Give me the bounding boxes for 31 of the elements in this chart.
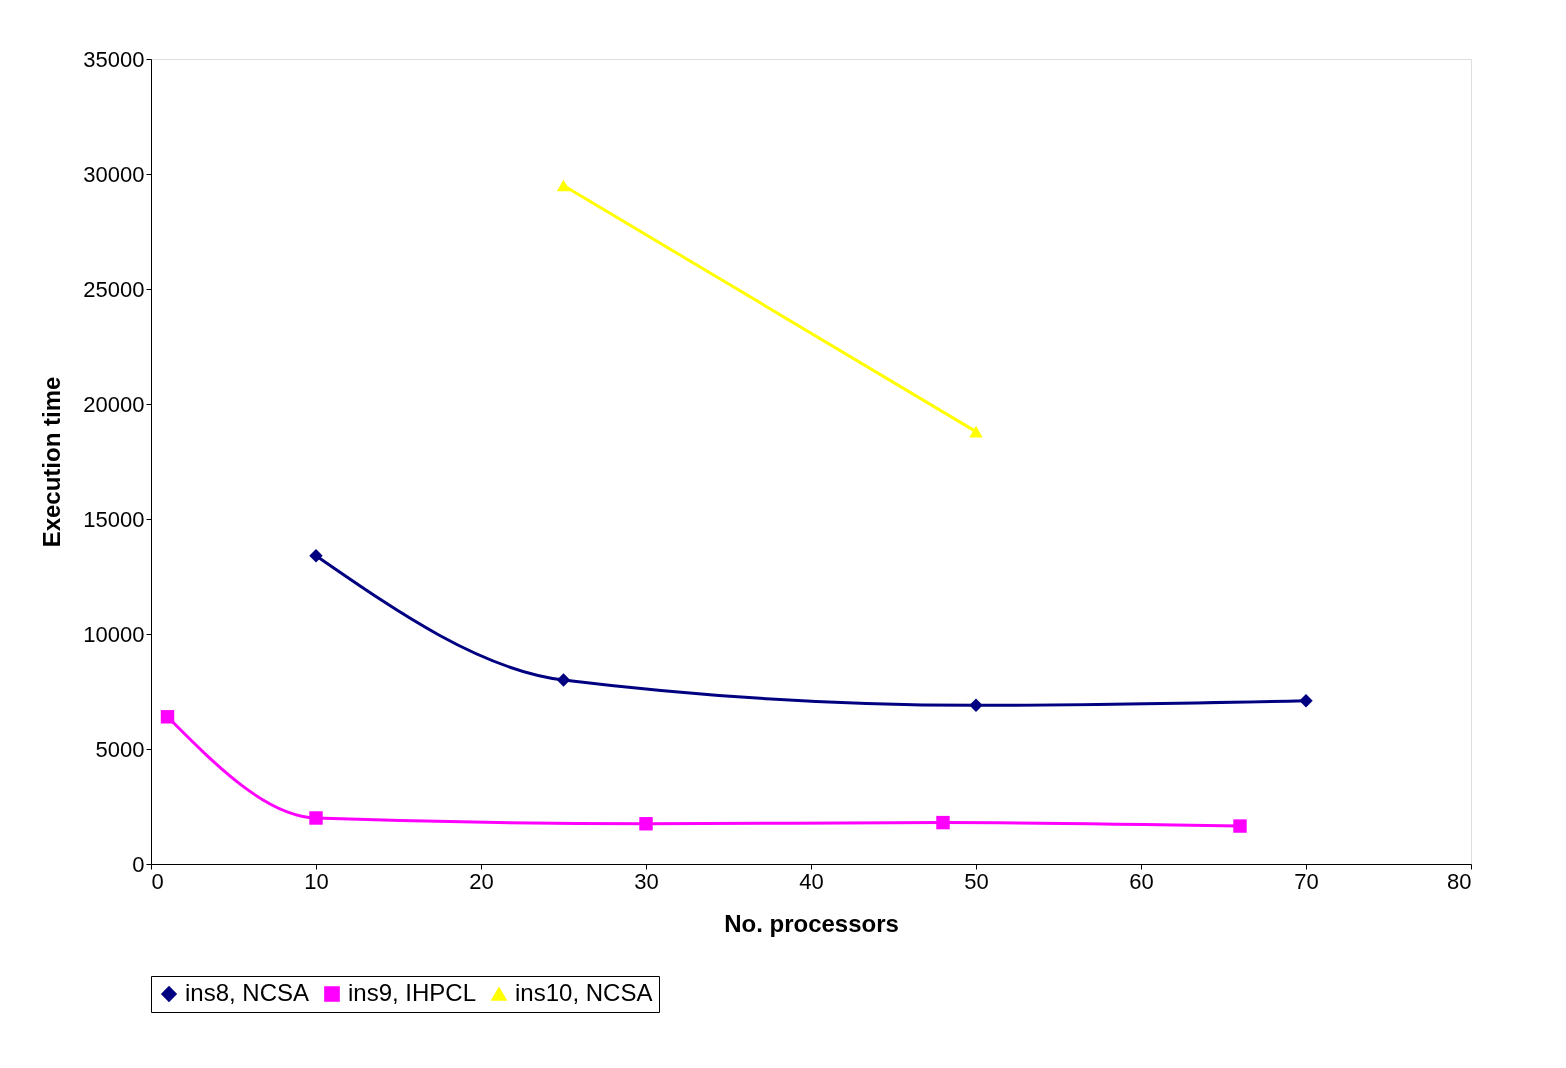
x-tick-label: 30 <box>634 868 659 894</box>
point <box>160 710 175 724</box>
y-tick-label: 25000 <box>83 276 145 302</box>
y-tick-label: 0 <box>132 851 145 877</box>
y-tick-label: 5000 <box>95 736 145 762</box>
point <box>556 673 571 687</box>
point <box>1299 693 1313 708</box>
point <box>639 817 653 831</box>
x-tick-label: 20 <box>469 868 494 894</box>
legend-label: ins10, NCSA <box>515 979 653 1006</box>
y-axis-title: Execution time <box>38 376 66 548</box>
x-tick-label: 50 <box>964 868 989 894</box>
point <box>309 549 323 563</box>
point <box>936 815 950 830</box>
point <box>1233 819 1247 833</box>
legend-label: ins8, NCSA <box>185 979 310 1006</box>
x-tick-label: 80 <box>1447 868 1472 894</box>
y-tick-label: 20000 <box>83 391 145 417</box>
x-axis-title: No. processors <box>724 909 899 937</box>
y-tick-label: 10000 <box>83 621 145 647</box>
point <box>969 698 983 713</box>
x-tick-label: 10 <box>304 868 329 894</box>
x-tick-label: 40 <box>799 868 824 894</box>
x-tick-label: 70 <box>1294 868 1319 894</box>
y-tick-label: 15000 <box>83 506 145 532</box>
point <box>309 811 323 825</box>
legend-label: ins9, IHPCL <box>348 979 477 1006</box>
y-tick-label: 35000 <box>83 46 145 72</box>
x-tick-label: 0 <box>151 868 164 894</box>
y-tick-label: 30000 <box>83 161 145 187</box>
x-tick-label: 60 <box>1129 868 1154 894</box>
